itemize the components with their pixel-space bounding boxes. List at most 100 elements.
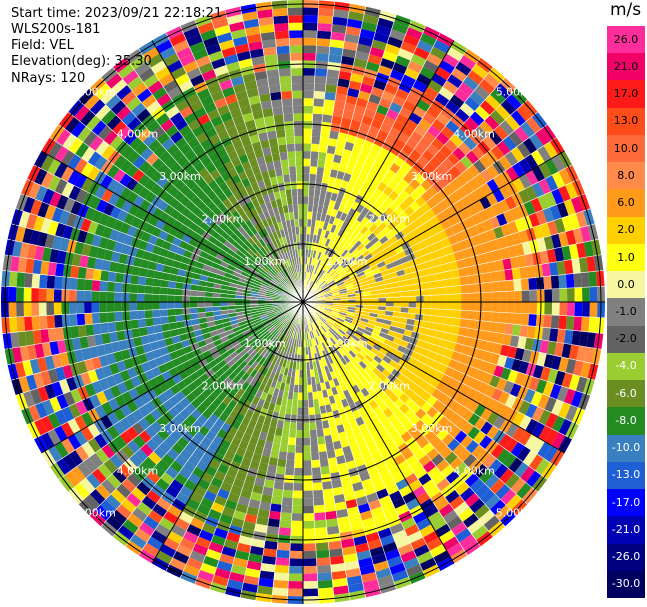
range-gate-cell [393,156,406,168]
range-gate-cell [318,236,324,245]
range-gate-cell [432,192,444,205]
range-gate-cell [289,422,297,431]
range-gate-cell [182,307,191,315]
range-gate-cell [180,172,192,185]
range-gate-cell [340,55,355,66]
range-gate-cell [249,48,265,59]
range-gate-cell [276,254,283,263]
ray-gap [33,164,304,303]
range-gate-cell [81,177,94,193]
range-gate-cell [551,302,560,316]
range-gate-cell [332,217,340,227]
range-gate-cell [254,263,262,271]
ray-gap [302,164,573,303]
range-gate-cell [524,153,539,170]
range-gate-cell [454,231,466,243]
range-gate-cell [124,264,134,275]
range-gate-cell [87,220,99,235]
range-gate-cell [303,422,310,431]
range-gate-cell [206,281,215,288]
range-gate-cell [266,273,274,280]
range-gate-cell [336,255,344,263]
range-gate-cell [498,199,510,213]
range-gate-cell [206,254,216,263]
range-gate-cell [212,140,225,152]
range-gate-cell [266,69,280,79]
range-gate-cell [537,194,550,211]
range-gate-cell [288,429,297,438]
range-gate-cell [281,98,293,107]
ray-gap [302,254,602,303]
range-gate-cell [192,272,201,281]
range-gate-cell [443,270,453,280]
range-gate-cell [114,311,123,322]
range-gate-cell [328,176,337,186]
range-gate-cell [204,127,218,139]
range-gate-cell [372,79,387,91]
range-gate-cell [530,197,543,213]
range-gate-cell [159,73,175,87]
range-gate-cell [250,299,258,302]
range-gate-cell [360,207,370,217]
range-gate-cell [458,239,469,251]
range-gate-cell [459,102,475,117]
range-gate-cell [453,250,464,261]
range-gate-cell [453,309,462,319]
range-gate-cell [293,120,303,129]
range-gate-cell [152,278,162,288]
range-gate-cell [465,237,476,249]
range-gate-cell [384,283,393,290]
range-gate-cell [332,9,350,19]
range-gate-cell [437,279,446,288]
range-gate-cell [365,132,377,144]
range-gate-cell [460,284,469,294]
range-gate-cell [311,211,318,220]
range-gate-cell [346,18,363,29]
range-gate-cell [239,274,248,281]
range-gate-cell [404,118,419,132]
range-gate-cell [283,277,290,285]
range-gate-cell [295,272,299,281]
range-gate-cell [22,227,34,244]
range-gate-cell [385,297,394,302]
range-gate-cell [159,294,168,302]
range-gate-cell [312,274,317,282]
range-gate-cell [416,302,424,309]
range-gate-cell [303,196,309,204]
range-gate-cell [324,292,333,297]
range-gate-cell [404,67,420,81]
range-gate-cell [467,319,476,330]
range-ring-label: 4.00km [453,464,495,477]
range-gate-cell [297,407,303,416]
range-gate-cell [338,285,347,291]
range-gate-cell [535,210,548,226]
range-gate-cell [121,90,137,106]
range-gate-cell [472,264,482,275]
range-gate-cell [220,293,228,299]
range-gate-cell [258,132,269,142]
range-gate-cell [197,290,206,297]
range-gate-cell [190,284,199,291]
range-gate-cell [307,203,314,212]
range-gate-cell [297,188,303,197]
range-gate-cell [317,205,324,214]
range-gate-cell [284,121,294,130]
ray-gap [302,48,468,303]
range-gate-cell [160,279,169,288]
range-gate-cell [229,244,239,254]
range-gate-cell [252,253,261,262]
range-gate-cell [212,196,223,207]
range-gate-cell [335,264,343,272]
range-gate-cell [312,105,324,115]
range-gate-cell [263,245,271,254]
range-gate-cell [310,143,320,152]
range-gate-cell [44,204,57,221]
range-gate-cell [317,159,326,168]
range-gate-cell [19,242,30,259]
range-gate-cell [499,291,507,302]
range-gate-cell [109,261,119,273]
range-gate-cell [565,229,577,246]
range-gate-cell [230,232,239,242]
range-gate-cell [504,234,515,248]
range-gate-cell [507,220,519,235]
